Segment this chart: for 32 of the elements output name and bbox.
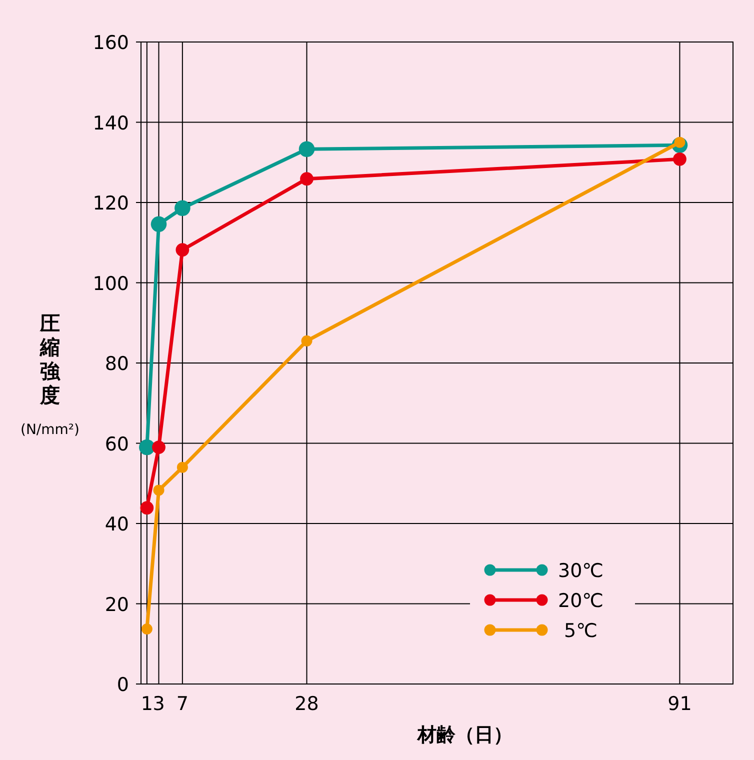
point — [174, 200, 190, 216]
point — [153, 484, 164, 496]
point — [176, 243, 190, 257]
y-tick-label: 0 — [116, 674, 129, 696]
point — [139, 439, 155, 456]
point — [301, 335, 312, 346]
point — [152, 440, 166, 454]
y-tick-label: 20 — [104, 594, 129, 616]
y-tick-label: 80 — [104, 353, 129, 375]
y-tick-label: 100 — [92, 272, 129, 295]
x-tick-label: 28 — [294, 693, 319, 715]
point — [141, 624, 152, 635]
x-tick-label: 7 — [176, 693, 188, 715]
x-tick-label: 1 — [140, 693, 153, 715]
x-tick-label: 3 — [152, 693, 165, 715]
point — [300, 172, 314, 186]
legend-label: 20℃ — [558, 590, 604, 612]
y-tick-label: 40 — [104, 514, 129, 536]
legend-label: 5℃ — [558, 620, 598, 642]
point — [176, 462, 188, 473]
y-tick-label: 160 — [92, 32, 129, 54]
point — [298, 141, 315, 158]
y-tick-label: 60 — [104, 433, 129, 456]
y-axis-title: 圧縮強度 (N/mm²) — [20, 311, 80, 438]
x-axis-title: 材齢（日） — [416, 724, 512, 746]
legend-label: 30℃ — [558, 560, 604, 582]
point — [140, 501, 154, 515]
point — [673, 152, 686, 166]
x-tick-label: 91 — [668, 693, 692, 715]
point — [150, 216, 167, 232]
y-tick-label: 140 — [92, 112, 129, 134]
y-tick-label: 120 — [92, 192, 129, 214]
